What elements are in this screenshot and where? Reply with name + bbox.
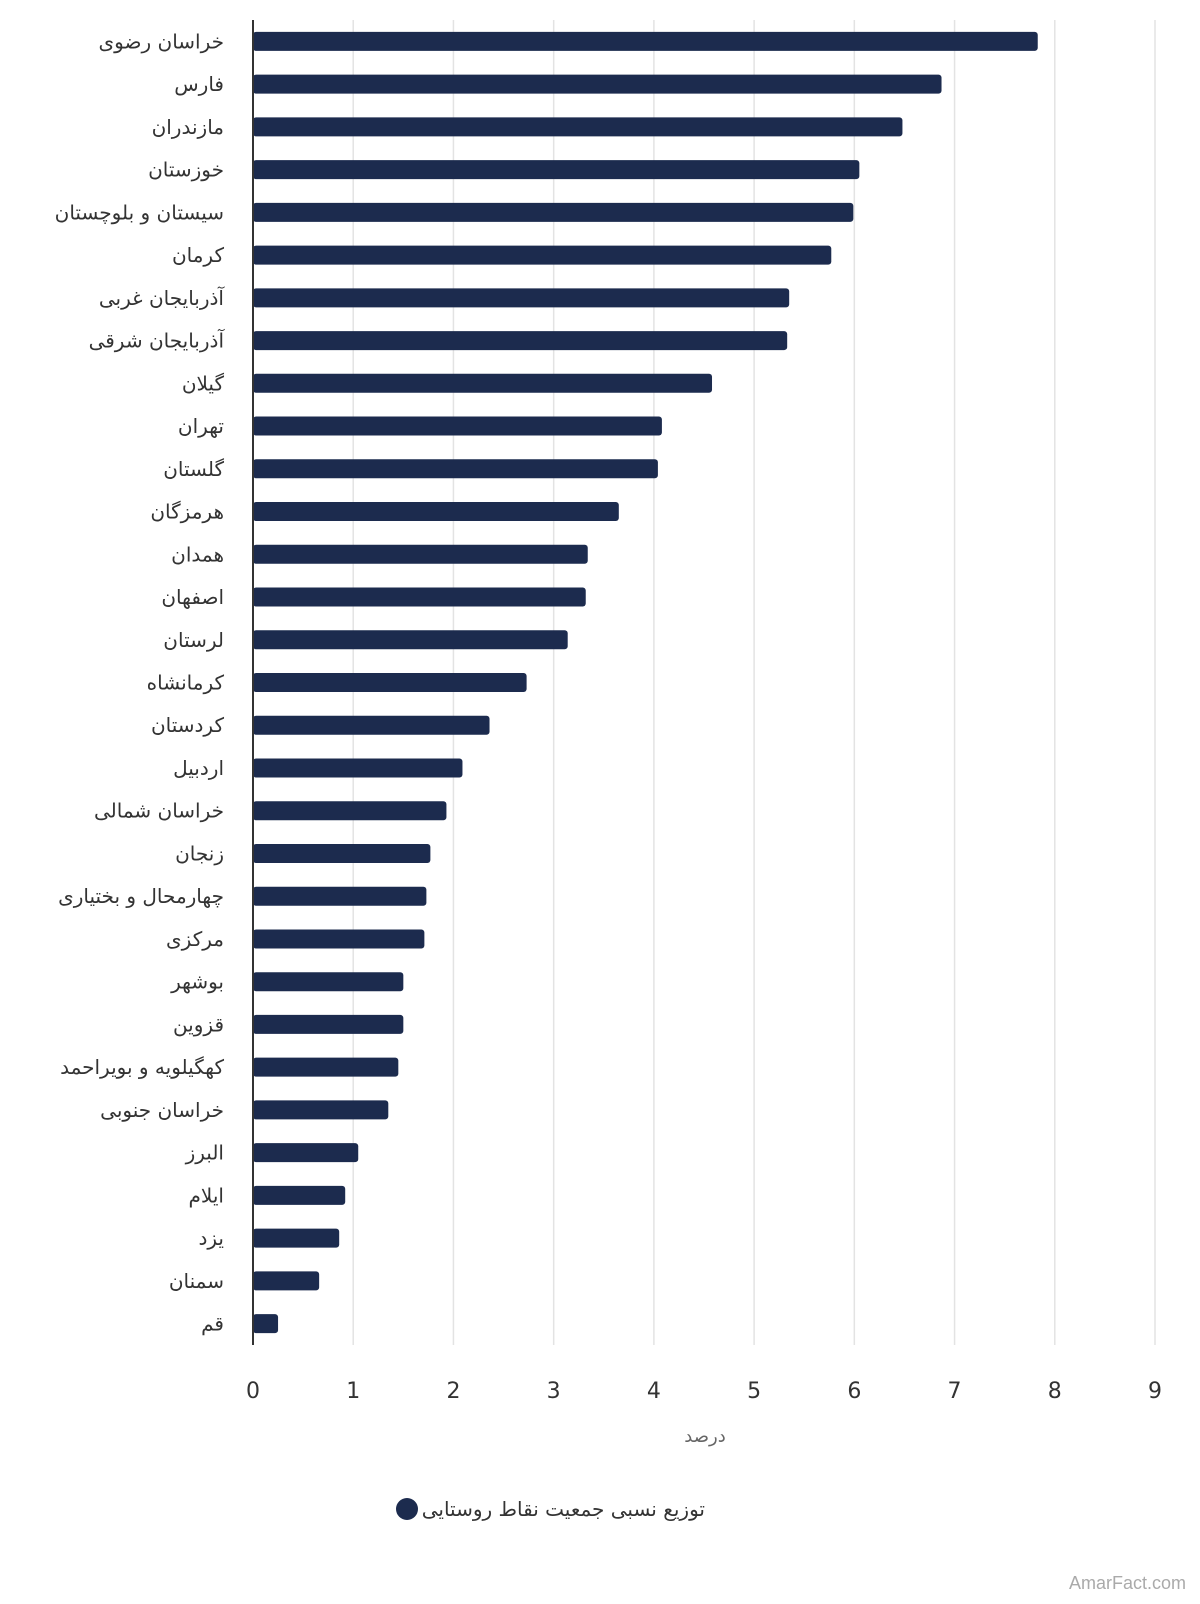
category-label: هرمزگان bbox=[150, 500, 224, 524]
x-tick-label: 0 bbox=[246, 1379, 260, 1404]
category-label: خوزستان bbox=[148, 158, 224, 182]
bar[interactable] bbox=[253, 715, 490, 735]
bar[interactable] bbox=[253, 673, 527, 692]
category-label: مرکزی bbox=[166, 927, 224, 951]
category-label: کردستان bbox=[151, 713, 225, 737]
bar[interactable] bbox=[253, 1314, 279, 1334]
bar[interactable] bbox=[253, 544, 588, 564]
bar[interactable] bbox=[253, 972, 404, 992]
category-label: سمنان bbox=[169, 1269, 224, 1293]
bar[interactable] bbox=[253, 373, 713, 393]
bar[interactable] bbox=[253, 31, 1038, 51]
bar[interactable] bbox=[253, 929, 425, 949]
category-label: کهگیلویه و بویراحمد bbox=[60, 1055, 224, 1079]
category-label: البرز bbox=[185, 1141, 224, 1165]
bar[interactable] bbox=[253, 1271, 320, 1291]
category-label: زنجان bbox=[175, 841, 224, 865]
bar[interactable] bbox=[253, 331, 788, 351]
watermark: AmarFact.com bbox=[1068, 1573, 1186, 1593]
category-label: خراسان جنوبی bbox=[100, 1098, 224, 1122]
bar[interactable] bbox=[253, 459, 658, 479]
category-label: ایلام bbox=[189, 1183, 224, 1207]
bar[interactable] bbox=[253, 117, 903, 137]
bar[interactable] bbox=[253, 160, 860, 180]
category-label: کرمانشاه bbox=[147, 671, 225, 695]
bar[interactable] bbox=[253, 1185, 346, 1205]
x-tick-label: 5 bbox=[747, 1379, 761, 1404]
category-label: سیستان و بلوچستان bbox=[55, 200, 224, 224]
category-label: گلستان bbox=[163, 457, 224, 481]
x-tick-label: 8 bbox=[1048, 1379, 1062, 1404]
bar[interactable] bbox=[253, 1014, 404, 1034]
category-label: مازندران bbox=[152, 115, 224, 139]
category-label: اصفهان bbox=[161, 585, 224, 609]
category-label: کرمان bbox=[172, 243, 225, 267]
x-tick-labels: 0 1 2 3 4 5 6 7 8 9 bbox=[246, 1379, 1162, 1404]
category-label: چهارمحال و بختیاری bbox=[58, 884, 224, 908]
legend[interactable]: توزیع نسبی جمعیت نقاط روستایی bbox=[396, 1497, 705, 1521]
x-tick-label: 4 bbox=[647, 1379, 661, 1404]
bar[interactable] bbox=[253, 1100, 389, 1120]
category-label: گیلان bbox=[182, 371, 225, 395]
category-label: یزد bbox=[198, 1226, 224, 1250]
x-axis-title: درصد bbox=[684, 1426, 725, 1447]
category-label: فارس bbox=[174, 72, 224, 96]
x-tick-label: 9 bbox=[1148, 1379, 1162, 1404]
legend-marker bbox=[396, 1498, 418, 1520]
category-label: خراسان شمالی bbox=[94, 799, 224, 823]
x-tick-label: 2 bbox=[446, 1379, 460, 1404]
x-tick-label: 3 bbox=[547, 1379, 561, 1404]
category-label: اردبیل bbox=[173, 756, 224, 780]
bars bbox=[253, 31, 1038, 1334]
bar[interactable] bbox=[253, 245, 832, 265]
bar[interactable] bbox=[253, 801, 447, 821]
category-label: آذربایجان شرقی bbox=[89, 328, 226, 353]
bar[interactable] bbox=[253, 1228, 340, 1248]
category-label: قزوین bbox=[173, 1012, 224, 1036]
x-tick-label: 7 bbox=[948, 1379, 962, 1404]
bar[interactable] bbox=[253, 416, 662, 436]
gridlines bbox=[352, 20, 1156, 1345]
bar[interactable] bbox=[253, 1057, 399, 1077]
bar[interactable] bbox=[253, 587, 586, 607]
bar[interactable] bbox=[253, 843, 431, 863]
bar[interactable] bbox=[253, 886, 427, 906]
bar[interactable] bbox=[253, 288, 790, 308]
x-tick-label: 1 bbox=[346, 1379, 360, 1404]
bar[interactable] bbox=[253, 502, 619, 522]
category-labels: خراسان رضوی فارس مازندران خوزستان سیستان و ب… bbox=[55, 29, 226, 1335]
category-label: تهران bbox=[178, 414, 224, 438]
bar[interactable] bbox=[253, 1143, 359, 1163]
category-label: همدان bbox=[171, 542, 224, 566]
bar[interactable] bbox=[253, 630, 568, 650]
category-label: لرستان bbox=[163, 628, 224, 652]
bar[interactable] bbox=[253, 202, 854, 222]
bar[interactable] bbox=[253, 74, 942, 94]
category-label: بوشهر bbox=[170, 970, 224, 994]
x-tick-label: 6 bbox=[847, 1379, 861, 1404]
legend-label: توزیع نسبی جمعیت نقاط روستایی bbox=[422, 1497, 705, 1521]
category-label: قم bbox=[201, 1312, 224, 1336]
category-label: آذربایجان غربی bbox=[99, 285, 226, 310]
bar[interactable] bbox=[253, 758, 463, 778]
category-label: خراسان رضوی bbox=[99, 29, 224, 53]
